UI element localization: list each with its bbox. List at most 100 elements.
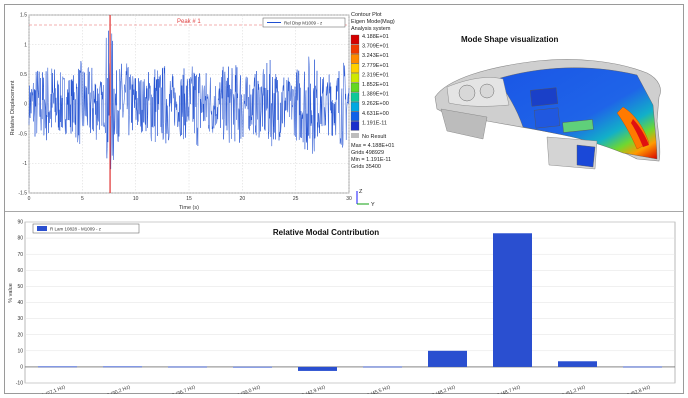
- bar-x-tick: Mode-1 (27.1 Hz): [28, 384, 67, 394]
- time-y-tick: -1.5: [18, 191, 27, 197]
- contour-level-label: 4.631E+00: [362, 111, 389, 117]
- time-x-ticks: 0 5 10 15 20 25 30: [28, 196, 352, 202]
- contour-swatch: [350, 82, 360, 93]
- contour-level-label: 3.243E+01: [362, 53, 389, 59]
- bar-y-tick: 0: [20, 365, 23, 371]
- bar-ylabel: % value: [8, 283, 14, 303]
- bar-x-tick: Mode-2 (30.2 Hz): [93, 384, 132, 394]
- bar-x-tick: Mode-7 (48.2 Hz): [418, 384, 457, 394]
- time-x-tick: 10: [133, 196, 139, 202]
- time-x-tick: 20: [240, 196, 246, 202]
- bar-y-tick: 80: [17, 236, 23, 242]
- contour-swatch: [350, 34, 360, 45]
- bar-8: [493, 233, 532, 367]
- contour-level-label: 4.188E+01: [362, 34, 389, 40]
- no-result-swatch: [351, 133, 359, 138]
- time-y-tick: -1: [23, 161, 28, 167]
- bar-9: [558, 361, 597, 367]
- bar-y-tick: 40: [17, 300, 23, 306]
- bar-y-tick: -10: [16, 381, 23, 387]
- mode-shape-view[interactable]: Mode Shape visualization: [427, 9, 681, 209]
- bar-y-tick: 20: [17, 332, 23, 338]
- axis-z-label: Z: [359, 189, 363, 195]
- bar-y-tick: 30: [17, 316, 23, 322]
- bar-legend-label: R Lam 10828 - M1009 - z: [50, 227, 102, 232]
- time-legend[interactable]: Rel Disp M1009 - z: [262, 17, 346, 28]
- bar-y-tick: 10: [17, 348, 23, 354]
- bar-y-tick: 90: [17, 220, 23, 226]
- bar-2: [103, 366, 142, 368]
- ylabel: Relative Displacement: [10, 80, 16, 135]
- contour-swatch: [350, 44, 360, 54]
- contour-stat-3: Min = 1.191E-11: [351, 157, 391, 163]
- time-y-tick: 1.5: [20, 13, 27, 19]
- bar-x-tick: Mode-5 (42.9 Hz): [288, 384, 327, 394]
- bars: [38, 233, 662, 371]
- bottom-pane: % value 90 80 70 60 50 40 30 20 10 0 -10 Mode-1 (2…: [5, 213, 683, 394]
- contour-header-3: Analysis system: [351, 26, 391, 32]
- peak-label: Peak # 1: [177, 19, 201, 25]
- xlabel: Time (s): [179, 205, 199, 211]
- bar-5: [298, 366, 337, 371]
- contour-header-2: Eigen Mode(Mag): [351, 19, 395, 25]
- contour-swatch: [350, 121, 360, 131]
- bar-7: [428, 350, 467, 367]
- contour-level-label: 2.779E+01: [362, 63, 389, 69]
- time-y-tick: -0.5: [18, 131, 27, 137]
- contour-swatch: [350, 92, 360, 102]
- contour-swatch: [350, 73, 360, 83]
- bar-3: [168, 366, 207, 368]
- time-y-tick: 0.5: [20, 72, 27, 78]
- contour-stat-4: Grids 35400: [351, 164, 381, 170]
- bar-4: [233, 366, 272, 368]
- contour-level-label: 3.709E+01: [362, 44, 389, 50]
- contour-stat-2: Grids 498929: [351, 150, 384, 156]
- contour-level-label: 1.191E-11: [362, 120, 387, 126]
- time-x-tick: 5: [81, 196, 84, 202]
- contour-header-1: Contour Plot: [351, 12, 382, 18]
- axis-y-label: Y: [371, 202, 375, 208]
- bar-x-tick: Mode-9 (51.2 Hz): [548, 384, 587, 394]
- time-y-tick: 1: [24, 42, 27, 48]
- bar-1: [38, 366, 77, 368]
- result-window: Relative Displacement 1.5 1 0.5 0 -0.5 -1 -1.5…: [4, 4, 684, 394]
- bar-x-tick: Mode-3 (36.7 Hz): [158, 384, 197, 394]
- contour-swatch: [350, 111, 360, 121]
- axis-triad: Z Y: [356, 189, 375, 208]
- bar-6: [363, 366, 402, 368]
- bar-x-ticks: Mode-1 (27.1 Hz) Mode-2 (30.2 Hz) Mode-3 (…: [28, 384, 652, 394]
- contour-swatch: [350, 54, 360, 64]
- bar-10: [623, 366, 662, 368]
- bar-legend[interactable]: R Lam 10828 - M1009 - z: [32, 223, 140, 234]
- bar-y-tick: 70: [17, 252, 23, 258]
- time-y-tick: 0: [24, 102, 27, 108]
- time-y-ticks: 1.5 1 0.5 0 -0.5 -1 -1.5: [18, 13, 27, 197]
- top-pane: Relative Displacement 1.5 1 0.5 0 -0.5 -1 -1.5…: [5, 5, 683, 212]
- contour-legend: Contour Plot Eigen Mode(Mag) Analysis sy…: [350, 12, 395, 208]
- modal-contribution-chart[interactable]: % value 90 80 70 60 50 40 30 20 10 0 -10 Mode-1 (2…: [5, 213, 683, 394]
- bar-y-tick: 50: [17, 284, 23, 290]
- bar-x-tick: Mode-6 (45.5 Hz): [353, 384, 392, 394]
- contour-level-label: 1.389E+01: [362, 92, 389, 98]
- displacement-trace: [28, 30, 350, 170]
- no-result-label: No Result: [362, 134, 387, 140]
- dashboard-model: [434, 59, 661, 170]
- time-x-tick: 0: [28, 196, 31, 202]
- bar-x-tick: Mode-4 (39.0 Hz): [223, 384, 262, 394]
- time-legend-label: Rel Disp M1009 - z: [284, 20, 323, 25]
- time-history-plot[interactable]: Relative Displacement 1.5 1 0.5 0 -0.5 -1 -1.5…: [5, 5, 357, 212]
- mode-shape-title: Mode Shape visualization: [461, 35, 558, 44]
- bar-title: Relative Modal Contribution: [273, 228, 379, 237]
- bar-y-ticks: 90 80 70 60 50 40 30 20 10 0 -10: [16, 220, 23, 387]
- contour-level-label: 2.319E+01: [362, 72, 389, 78]
- time-x-tick: 30: [346, 196, 352, 202]
- contour-stat-1: Max = 4.188E+01: [351, 143, 394, 149]
- bar-x-tick: Mode-8 (48.7 Hz): [483, 384, 522, 394]
- bar-x-tick: Mode-10 (52.8 Hz): [610, 384, 651, 394]
- bar-y-tick: 60: [17, 268, 23, 274]
- contour-levels: 4.188E+01 3.709E+01 3.243E+01 2.779E+01 2.31…: [350, 34, 389, 131]
- contour-level-label: 1.852E+01: [362, 82, 389, 88]
- contour-level-label: 9.262E+00: [362, 101, 389, 107]
- contour-swatch: [350, 102, 360, 112]
- time-x-tick: 15: [186, 196, 192, 202]
